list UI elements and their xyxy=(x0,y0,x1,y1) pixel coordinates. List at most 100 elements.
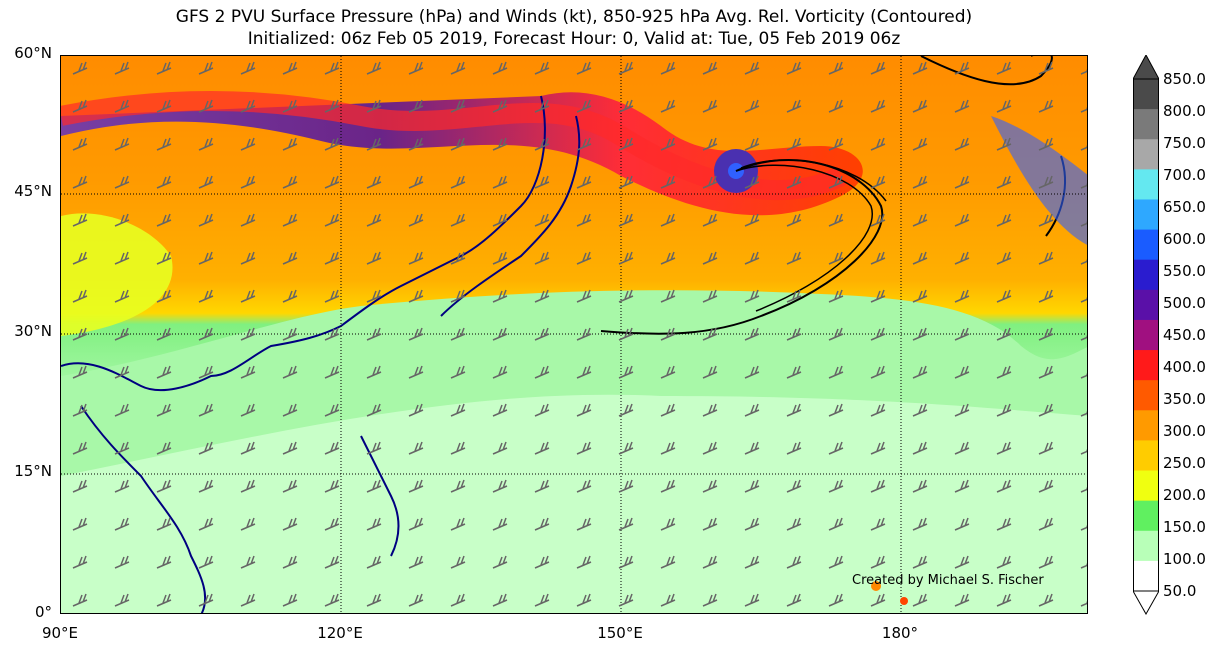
wind-barb xyxy=(492,61,508,75)
wind-barb xyxy=(786,213,802,227)
wind-barb xyxy=(870,99,886,113)
wind-barb xyxy=(702,175,718,189)
wind-barb xyxy=(72,365,88,379)
wind-barb xyxy=(492,403,508,417)
wind-barb xyxy=(954,289,970,303)
wind-barb xyxy=(744,593,760,607)
wind-barb xyxy=(702,289,718,303)
wind-barb xyxy=(1080,144,1087,151)
colorbar-swatch xyxy=(1133,380,1159,411)
wind-barb xyxy=(282,517,298,531)
wind-barb xyxy=(408,441,424,455)
wind-barb xyxy=(534,365,550,379)
wind-barb xyxy=(1080,106,1087,113)
wind-barb xyxy=(912,213,928,227)
colorbar-swatch xyxy=(1133,109,1159,140)
wind-barb xyxy=(156,517,172,531)
wind-barb xyxy=(366,593,382,607)
wind-barb xyxy=(954,479,970,493)
colorbar-label: 150.0 xyxy=(1163,518,1206,536)
wind-barb xyxy=(72,213,88,227)
wind-barb xyxy=(282,137,298,151)
wind-barb xyxy=(1038,99,1054,113)
wind-barb xyxy=(702,213,718,227)
wind-barb xyxy=(156,479,172,493)
wind-barb xyxy=(996,175,1012,189)
wind-barb xyxy=(1038,213,1054,227)
wind-barb xyxy=(828,289,844,303)
wind-barb xyxy=(324,365,340,379)
wind-barb xyxy=(408,327,424,341)
wind-barb xyxy=(912,137,928,151)
wind-barb xyxy=(114,327,130,341)
wind-barb xyxy=(534,175,550,189)
wind-barb xyxy=(744,251,760,265)
lon-label-180: 180° xyxy=(881,624,919,642)
wind-barb xyxy=(72,175,88,189)
wind-barb xyxy=(786,555,802,569)
wind-barb xyxy=(408,99,424,113)
wind-barb xyxy=(576,251,592,265)
wind-barb xyxy=(492,137,508,151)
colorbar-label: 50.0 xyxy=(1163,582,1197,600)
wind-barb xyxy=(744,99,760,113)
wind-barb xyxy=(408,517,424,531)
colorbar-swatch xyxy=(1133,560,1159,592)
wind-barb xyxy=(954,61,970,75)
wind-barb xyxy=(618,99,634,113)
wind-barb xyxy=(954,213,970,227)
wind-barb xyxy=(660,213,676,227)
wind-barb xyxy=(1038,251,1054,265)
wind-barb xyxy=(702,517,718,531)
wind-barb xyxy=(1080,562,1087,569)
wind-barb xyxy=(282,99,298,113)
wind-barb xyxy=(324,175,340,189)
wind-barb xyxy=(492,251,508,265)
wind-barb xyxy=(408,555,424,569)
wind-barb xyxy=(660,403,676,417)
colorbar xyxy=(1133,55,1159,615)
wind-barb xyxy=(72,99,88,113)
wind-barb xyxy=(534,441,550,455)
wind-barb xyxy=(366,175,382,189)
colorbar-swatch xyxy=(1133,139,1159,170)
wind-barb xyxy=(786,479,802,493)
wind-barb xyxy=(72,327,88,341)
wind-barb xyxy=(702,555,718,569)
wind-barb xyxy=(618,517,634,531)
tropical-field xyxy=(61,394,1087,613)
wind-barb xyxy=(156,403,172,417)
wind-barb xyxy=(198,365,214,379)
wind-barb xyxy=(870,175,886,189)
wind-barb xyxy=(576,213,592,227)
colorbar-swatch xyxy=(1133,350,1159,381)
wind-barb xyxy=(156,251,172,265)
wind-barb xyxy=(1080,334,1087,341)
dateline-jet xyxy=(991,116,1087,245)
wind-barb xyxy=(156,61,172,75)
wind-barb xyxy=(786,289,802,303)
wind-barb xyxy=(828,403,844,417)
wind-barb xyxy=(240,61,256,75)
wind-barb xyxy=(702,365,718,379)
coastline-indochina xyxy=(80,405,207,613)
wind-barb xyxy=(282,327,298,341)
wind-barb xyxy=(954,593,970,607)
colorbar-label: 500.0 xyxy=(1163,294,1206,312)
lat-label-15n: 15°N xyxy=(14,462,52,480)
wind-barb xyxy=(156,365,172,379)
wind-barb xyxy=(450,289,466,303)
wind-barb xyxy=(576,99,592,113)
colorbar-label: 100.0 xyxy=(1163,550,1206,568)
coastline-asia xyxy=(61,95,546,392)
wind-barb xyxy=(786,327,802,341)
wind-barb xyxy=(156,175,172,189)
wind-barb xyxy=(324,403,340,417)
wind-barb xyxy=(534,213,550,227)
wind-barb xyxy=(786,593,802,607)
wind-barb xyxy=(870,327,886,341)
wind-barb xyxy=(408,593,424,607)
colorbar-label: 550.0 xyxy=(1163,262,1206,280)
wind-barb xyxy=(996,441,1012,455)
wind-barb xyxy=(366,555,382,569)
